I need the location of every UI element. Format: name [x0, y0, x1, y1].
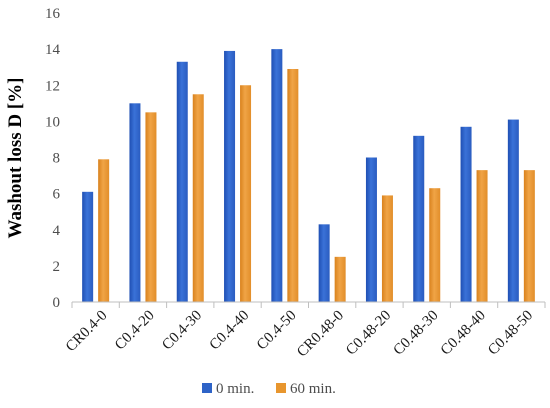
- bar-series1: [224, 50, 236, 303]
- x-category-label: C0.4-30: [159, 308, 205, 354]
- y-tick-label: 16: [45, 6, 61, 22]
- bar-series2: [523, 170, 535, 302]
- bar-series1: [176, 61, 188, 302]
- bar-series1: [413, 135, 425, 302]
- bar-series2: [145, 112, 157, 302]
- x-category-label: C0.48-30: [390, 308, 441, 359]
- x-category-label: CR0.48-0: [294, 308, 347, 361]
- y-tick-label: 2: [53, 259, 61, 275]
- bar-series1: [507, 119, 519, 302]
- y-tick-label: 6: [53, 187, 61, 203]
- y-tick-label: 10: [45, 114, 60, 130]
- bar-series2: [192, 94, 204, 302]
- y-tick-label: 4: [53, 223, 61, 239]
- bar-series2: [381, 195, 393, 302]
- bar-series2: [429, 188, 441, 302]
- bar-series2: [287, 68, 299, 303]
- bar-series1: [271, 49, 283, 302]
- bar-series2: [240, 85, 252, 302]
- legend-label: 60 min.: [290, 381, 336, 397]
- y-axis-title: Washout loss D [%]: [5, 78, 26, 239]
- legend-label: 0 min.: [216, 381, 254, 397]
- x-axis: CR0.4-0 C0.4-20 C0.4-30 C0.4-40 C0.4-50CR0.4…: [63, 301, 546, 361]
- bar-series2: [98, 159, 110, 302]
- bar-series1: [365, 157, 377, 302]
- bar-series2: [476, 170, 488, 302]
- x-category-label: C0.4-50: [254, 308, 300, 354]
- legend-swatch: [276, 383, 286, 393]
- y-tick-label: 8: [53, 151, 61, 167]
- x-category-label: C0.4-40: [207, 308, 253, 354]
- x-category-label: C0.4-20: [112, 308, 158, 354]
- bar-series1: [129, 103, 141, 302]
- y-tick-label: 12: [45, 78, 60, 94]
- bar-series1: [82, 191, 94, 302]
- x-category-label: C0.48-20: [343, 308, 394, 359]
- x-category-label: C0.48-40: [438, 308, 489, 359]
- legend: 0 min. 60 min.: [202, 381, 336, 397]
- bars: [82, 49, 535, 303]
- y-axis: 0 2 4 6 8 10 12 14 16: [45, 6, 61, 311]
- x-category-label: C0.48-50: [485, 308, 536, 359]
- bar-series1: [318, 224, 330, 302]
- x-category-label: CR0.4-0: [63, 308, 111, 356]
- y-tick-label: 0: [53, 295, 61, 311]
- bar-series2: [334, 256, 346, 302]
- legend-swatch: [202, 383, 212, 393]
- y-tick-label: 14: [45, 42, 61, 58]
- bar-series1: [460, 126, 472, 302]
